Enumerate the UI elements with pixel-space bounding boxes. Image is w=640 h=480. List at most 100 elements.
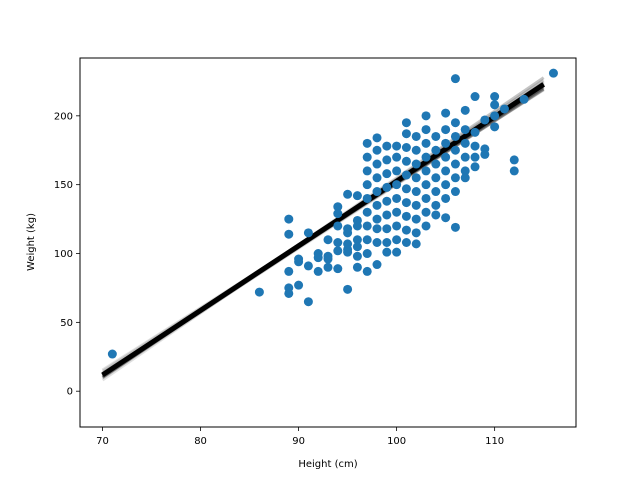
data-point	[450, 222, 460, 232]
y-tick-label: 0	[67, 387, 73, 398]
data-point	[401, 198, 411, 208]
x-axis-ticks: 70 80 90 100 110	[96, 427, 504, 447]
data-point	[401, 211, 411, 221]
data-point	[392, 207, 402, 217]
data-point	[480, 115, 490, 125]
data-point	[490, 111, 500, 121]
data-point	[284, 229, 294, 239]
data-point	[421, 111, 431, 121]
regression-line	[101, 82, 546, 378]
data-point	[441, 180, 451, 190]
data-point	[392, 193, 402, 203]
data-point	[107, 349, 117, 359]
data-point	[392, 247, 402, 257]
data-point	[441, 138, 451, 148]
data-point	[372, 260, 382, 270]
data-point	[392, 221, 402, 231]
data-point	[362, 180, 372, 190]
data-point	[470, 127, 480, 137]
data-point	[333, 221, 343, 231]
data-point	[490, 92, 500, 102]
data-point	[362, 138, 372, 148]
data-point	[421, 207, 431, 217]
data-point	[470, 152, 480, 162]
data-point	[392, 141, 402, 151]
data-point	[392, 166, 402, 176]
data-point	[499, 104, 509, 114]
data-point	[254, 287, 264, 297]
data-point	[372, 173, 382, 183]
data-point	[450, 173, 460, 183]
data-point	[421, 193, 431, 203]
data-point	[421, 138, 431, 148]
data-point	[431, 210, 441, 220]
data-point	[333, 209, 343, 219]
data-point	[372, 133, 382, 143]
data-point	[401, 129, 411, 139]
data-point	[460, 125, 470, 135]
data-point	[343, 247, 353, 257]
data-point	[401, 238, 411, 247]
data-point	[352, 191, 362, 201]
data-point	[411, 214, 421, 224]
data-point	[460, 105, 470, 115]
data-point	[362, 235, 372, 245]
data-point	[411, 145, 421, 155]
data-point	[333, 202, 343, 212]
data-point	[431, 159, 441, 169]
data-point	[470, 92, 480, 102]
data-point	[382, 238, 392, 247]
data-point	[421, 125, 431, 135]
data-point	[411, 200, 421, 210]
data-point	[323, 235, 333, 245]
data-point	[372, 159, 382, 169]
data-point	[431, 145, 441, 155]
plot-frame	[79, 57, 577, 428]
data-point	[450, 159, 460, 169]
data-point	[480, 149, 490, 159]
y-tick-label: 150	[54, 180, 73, 191]
data-point	[421, 221, 431, 231]
data-point	[548, 68, 558, 78]
data-point	[352, 251, 362, 261]
data-point	[509, 155, 519, 165]
data-point	[313, 253, 323, 263]
data-point	[372, 145, 382, 155]
data-point	[519, 94, 529, 104]
y-tick-label: 100	[54, 249, 73, 260]
data-point	[303, 261, 313, 271]
data-point	[362, 207, 372, 217]
data-point	[382, 169, 392, 179]
data-point	[392, 235, 402, 245]
data-point	[441, 213, 451, 223]
data-point	[362, 266, 372, 276]
data-point	[323, 254, 333, 264]
data-point	[460, 166, 470, 176]
data-point	[450, 145, 460, 155]
data-point	[450, 187, 460, 197]
data-point	[284, 288, 294, 298]
data-point	[362, 152, 372, 162]
data-points	[107, 68, 558, 359]
data-point	[509, 166, 519, 176]
data-point	[411, 187, 421, 197]
data-point	[343, 284, 353, 294]
data-point	[460, 152, 470, 162]
data-point	[284, 266, 294, 276]
data-point	[362, 193, 372, 203]
data-point	[372, 214, 382, 224]
data-point	[411, 159, 421, 169]
data-point	[382, 141, 392, 151]
data-point	[362, 221, 372, 231]
data-point	[333, 264, 343, 274]
data-point	[382, 247, 392, 257]
data-point	[352, 235, 362, 245]
data-point	[382, 182, 392, 192]
data-point	[421, 180, 431, 190]
data-point	[460, 138, 470, 148]
data-point	[362, 249, 372, 259]
data-point	[333, 238, 343, 247]
data-point	[303, 297, 313, 307]
data-point	[382, 224, 392, 234]
